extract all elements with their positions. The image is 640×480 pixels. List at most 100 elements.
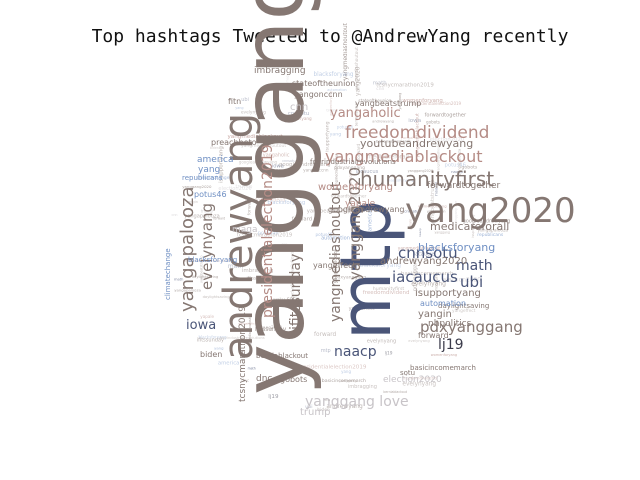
word-filler: googleandrewyang bbox=[279, 162, 331, 168]
word-isupportyang: isupportyang bbox=[415, 288, 481, 299]
word-filler: yangapalooza bbox=[333, 249, 339, 283]
word-filler: evelynyang bbox=[411, 281, 446, 288]
word-filler: medicareforall bbox=[367, 154, 409, 160]
word-filler: potus46 bbox=[337, 125, 354, 130]
word-imbragging: imbragging bbox=[254, 66, 306, 76]
word-filler: yangapalooza bbox=[456, 149, 461, 175]
word-filler: yanggang bbox=[398, 93, 402, 110]
word-filler: cnnsotu bbox=[288, 111, 309, 117]
word-filler: yangmediablackout bbox=[414, 113, 420, 158]
word-yangbeatstrump: yangbeatstrump bbox=[355, 99, 421, 108]
word-filler: forward bbox=[356, 143, 362, 160]
word-filler: yang2020 bbox=[355, 66, 361, 96]
word-filler: yangmediablackout bbox=[228, 134, 284, 140]
word-filler: yang bbox=[330, 133, 342, 138]
word-evelynyang: evelynyang bbox=[198, 203, 216, 290]
word-filler: imbragging bbox=[435, 273, 439, 291]
word-filler: yang bbox=[235, 106, 243, 110]
word-filler: yangmediashoutout bbox=[436, 140, 440, 173]
word-filler: cnn bbox=[172, 213, 178, 217]
word-filler: iowa bbox=[408, 118, 421, 124]
word-mtp: mtp bbox=[325, 200, 407, 340]
word-forwardtogether: forwardtogether bbox=[427, 181, 501, 191]
word-filler: yangin bbox=[186, 200, 198, 204]
word-filler: math bbox=[373, 80, 387, 86]
word-filler: yangmediashoutout bbox=[248, 316, 252, 351]
word-filler: ifitssunday bbox=[247, 275, 270, 280]
word-filler: pdxyanggang bbox=[335, 274, 367, 280]
word-yapale: yapale bbox=[345, 199, 376, 209]
word-filler: blacksforyang bbox=[314, 72, 354, 78]
word-filler: yangmediashoutout bbox=[343, 22, 349, 80]
word-andrewyang: andrewyang bbox=[216, 113, 262, 360]
word-filler: yangbeatstrump bbox=[307, 209, 352, 215]
word-filler: cnnsotu bbox=[404, 210, 418, 214]
word-youtubeandrewyang: youtubeandrewyang bbox=[360, 137, 473, 150]
word-filler: yangaholic bbox=[238, 322, 255, 326]
word-filler: basicincomemarch bbox=[322, 378, 366, 384]
word-filler: ifitssunday bbox=[197, 338, 224, 344]
word-sotu: sotu bbox=[400, 369, 415, 377]
word-filler: iacaucus bbox=[414, 251, 436, 257]
word-yangapalooza: yangapalooza bbox=[177, 186, 198, 312]
word-iacaucus: iacaucus bbox=[392, 268, 458, 286]
word-filler: yanggang love bbox=[265, 168, 299, 174]
word-filler: naacp bbox=[418, 228, 422, 237]
word-election2020: election2020 bbox=[383, 375, 442, 385]
word-filler: evelynyang bbox=[241, 109, 266, 115]
word-yanggang: yanggang bbox=[224, 0, 324, 395]
word-filler: election2020 bbox=[443, 278, 482, 284]
word-filler: sotu bbox=[273, 297, 286, 303]
word-berniablackout: berniablackout bbox=[256, 352, 308, 360]
word-filler: isupportyang bbox=[324, 121, 330, 151]
word-filler: basicincomemarch bbox=[401, 271, 454, 277]
word-filler: evelynyang bbox=[402, 382, 436, 388]
word-yanggang-love: yanggang love bbox=[305, 394, 409, 410]
word-blacksforyang: blacksforyang bbox=[188, 256, 237, 264]
word-filler: berniablackout bbox=[383, 390, 407, 394]
word-pdxyanggang: pdxyanggang bbox=[420, 318, 523, 336]
word-filler: womenforyang bbox=[329, 91, 333, 116]
word-filler: iowa bbox=[272, 164, 284, 170]
word-filler: yangmediashoutout bbox=[354, 47, 360, 90]
word-filler: yang bbox=[214, 346, 224, 351]
word-filler: america bbox=[218, 360, 239, 366]
word-filler: automation bbox=[327, 88, 347, 92]
word-blacksforyang: blacksforyang bbox=[418, 241, 495, 254]
word-basicincomemarch: basicincomemarch bbox=[410, 364, 476, 372]
word-naacp: naacp bbox=[334, 344, 377, 360]
word-filler: yangonccnn bbox=[303, 167, 329, 172]
word-biden: biden bbox=[200, 350, 222, 359]
word-filler: imbragging bbox=[348, 384, 377, 390]
word-filler: gobots bbox=[461, 164, 478, 170]
word-filler: yangaholic bbox=[263, 152, 290, 158]
word-filler: blacksforyang bbox=[199, 334, 228, 339]
word-filler: forward bbox=[213, 217, 225, 221]
word-yangaholic: yangaholic bbox=[330, 106, 401, 121]
word-filler: evelynyang bbox=[408, 339, 429, 343]
word-filler: blacksforyang bbox=[360, 263, 402, 269]
word-ubi: ubi bbox=[460, 273, 483, 291]
word-filler: math bbox=[228, 264, 244, 270]
word-filler: forward bbox=[247, 197, 253, 215]
word-filler: freedomdividend bbox=[245, 197, 286, 203]
word-filler: republicans bbox=[477, 232, 504, 238]
word-filler: yangmediablackout bbox=[398, 246, 441, 252]
word-filler: ubi bbox=[241, 97, 249, 103]
word-filler: yangeffect bbox=[452, 308, 476, 314]
word-filler: potus46 bbox=[445, 162, 467, 168]
word-ifitssunday: ifitssunday bbox=[288, 254, 304, 330]
word-filler: maga bbox=[286, 74, 290, 83]
word-andrewyang2020: andrewyang2020 bbox=[380, 256, 467, 267]
word-filler: lj19 bbox=[268, 394, 279, 400]
word-filler: gobots bbox=[426, 120, 440, 125]
word-filler: presidentialelection2019 bbox=[297, 365, 367, 371]
word-filler: tcsnycmarathon2019 bbox=[237, 232, 292, 238]
word-filler: automation bbox=[321, 235, 350, 241]
word-filler: yapale bbox=[200, 314, 214, 319]
word-forward: forward bbox=[418, 331, 449, 340]
word-filler: isupportyang bbox=[218, 146, 224, 183]
word-filler: sotu bbox=[287, 297, 300, 303]
